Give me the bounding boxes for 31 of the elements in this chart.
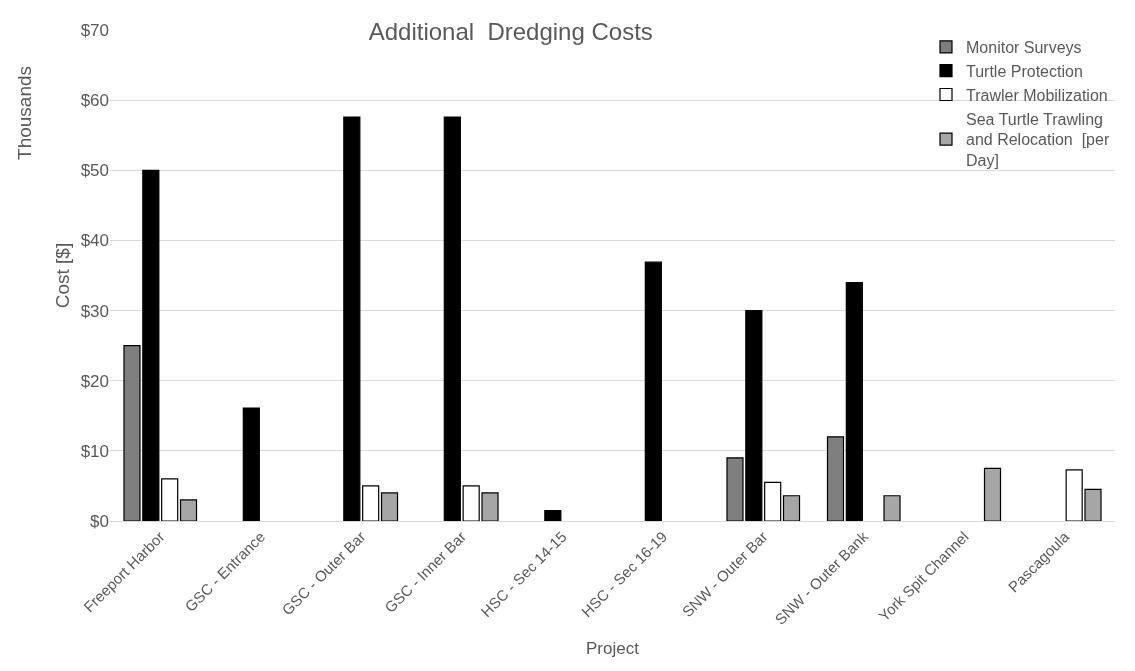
legend-label: Turtle Protection bbox=[966, 62, 1083, 80]
bar bbox=[782, 495, 801, 521]
bar bbox=[644, 261, 662, 521]
legend-label: Trawler Mobilization bbox=[966, 86, 1108, 104]
chart-title: Additional Dredging Costs bbox=[368, 18, 653, 46]
bar bbox=[983, 467, 1002, 521]
bar bbox=[343, 116, 361, 521]
y-tick-label: $70 bbox=[80, 20, 109, 40]
y-tick-label: $50 bbox=[80, 161, 109, 181]
y-tick-label: $20 bbox=[80, 371, 109, 391]
legend-label: Monitor Surveys bbox=[966, 39, 1082, 57]
y-tick-label: $60 bbox=[80, 91, 109, 111]
y-tick-label: $40 bbox=[80, 231, 109, 251]
x-axis-title: Project bbox=[586, 639, 640, 659]
y-tick-label: $30 bbox=[80, 301, 109, 321]
bar bbox=[443, 116, 461, 521]
y-tick-label: $0 bbox=[90, 511, 109, 531]
y-tick-label: $10 bbox=[80, 441, 109, 461]
y-axis-title: Cost [$] bbox=[52, 242, 74, 309]
text: Thousands bbox=[14, 65, 36, 160]
bar bbox=[883, 495, 901, 521]
legend-label: Sea Turtle Trawling and Relocation [per Day] bbox=[966, 110, 1110, 170]
bar bbox=[179, 499, 198, 521]
bar bbox=[544, 509, 562, 521]
bar bbox=[161, 478, 179, 521]
bar bbox=[242, 407, 260, 521]
bar bbox=[380, 492, 399, 521]
bar bbox=[845, 281, 863, 521]
bar bbox=[764, 481, 782, 521]
bar bbox=[826, 436, 845, 521]
bar bbox=[362, 485, 380, 521]
